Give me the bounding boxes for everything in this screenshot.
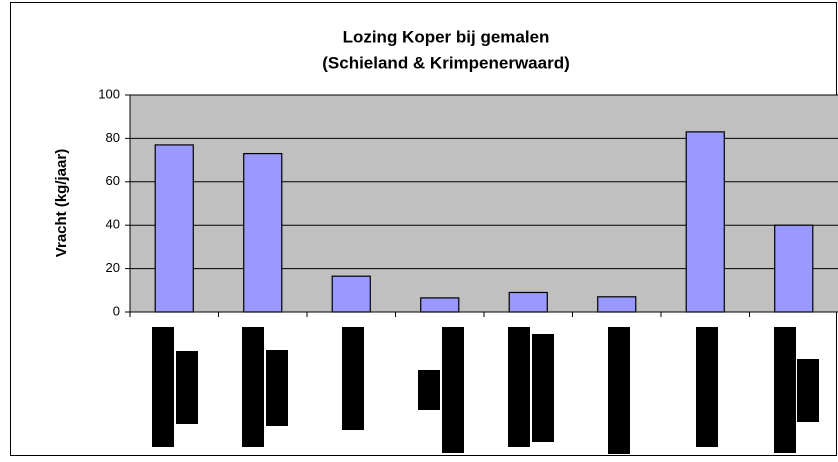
bar xyxy=(243,152,283,313)
bar xyxy=(774,224,814,313)
redaction xyxy=(797,359,819,422)
redaction xyxy=(418,370,440,410)
chart-title: Lozing Koper bij gemalen xyxy=(343,27,550,46)
redaction xyxy=(508,327,530,447)
y-axis-label: Vracht (kg/jaar) xyxy=(53,149,70,257)
plot-area: 0 20 40 60 80 100 xyxy=(98,86,838,318)
y-tick-label: 80 xyxy=(106,130,120,145)
redaction xyxy=(532,334,554,442)
y-tick-label: 100 xyxy=(98,86,120,101)
redacted-labels xyxy=(152,327,819,454)
plot-background xyxy=(130,95,838,312)
redaction xyxy=(152,327,174,447)
bar xyxy=(508,291,548,313)
bar xyxy=(597,296,637,313)
y-tick-label: 0 xyxy=(113,303,120,318)
bar xyxy=(154,144,194,313)
redaction xyxy=(342,327,364,430)
redaction xyxy=(608,327,630,454)
y-tick-label: 20 xyxy=(106,260,120,275)
chart-subtitle: (Schieland & Krimpenerwaard) xyxy=(322,53,570,72)
y-tick-label: 40 xyxy=(106,217,120,232)
redaction xyxy=(242,327,264,447)
redaction xyxy=(266,350,288,426)
bar xyxy=(685,131,725,313)
redaction xyxy=(442,327,464,453)
bar xyxy=(331,275,371,313)
redaction xyxy=(696,327,718,447)
redaction xyxy=(176,351,198,424)
redaction xyxy=(774,327,796,453)
y-tick-label: 60 xyxy=(106,173,120,188)
bar xyxy=(420,297,460,313)
